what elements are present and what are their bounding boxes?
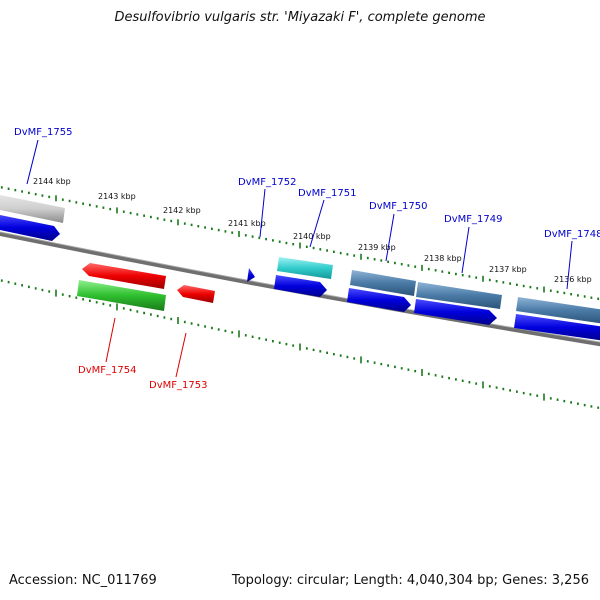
gene-label[interactable]: DvMF_1748: [544, 229, 600, 240]
cds-arrow-reverse[interactable]: [82, 263, 166, 289]
gene-block-grey[interactable]: [0, 194, 65, 223]
cds-arrow[interactable]: [514, 314, 600, 341]
cds-arrow[interactable]: [414, 299, 497, 325]
gene-label[interactable]: DvMF_1755: [14, 127, 72, 138]
outer-tick-row: [0, 186, 600, 300]
gene-block-steel[interactable]: [516, 297, 600, 324]
label-leader-line: [566, 240, 573, 290]
inner-tick-row: [0, 279, 600, 409]
label-leader-line: [175, 332, 187, 378]
kbp-label: 2143 kbp: [98, 192, 136, 201]
gene-label[interactable]: DvMF_1754: [78, 365, 136, 376]
label-leader-line: [26, 139, 39, 185]
genome-title: Desulfovibrio vulgaris str. 'Miyazaki F'…: [114, 10, 486, 25]
gene-label[interactable]: DvMF_1749: [444, 214, 502, 225]
gene-label[interactable]: DvMF_1752: [238, 177, 296, 188]
kbp-label: 2141 kbp: [228, 219, 266, 228]
kbp-label: 2144 kbp: [33, 177, 71, 186]
kbp-label: 2140 kbp: [293, 232, 331, 241]
label-leader-line: [105, 317, 116, 363]
gene-block-steel[interactable]: [416, 282, 502, 309]
kbp-label: 2142 kbp: [163, 206, 201, 215]
gene-block-steel[interactable]: [350, 270, 416, 296]
cds-arrow-small[interactable]: [247, 268, 255, 282]
kbp-label: 2136 kbp: [554, 275, 592, 284]
cds-arrow-reverse[interactable]: [177, 285, 215, 303]
label-leader-line: [385, 213, 395, 262]
gene-label[interactable]: DvMF_1751: [298, 188, 356, 199]
label-leader-line: [259, 188, 266, 238]
cds-arrow[interactable]: [274, 275, 327, 297]
gene-label[interactable]: DvMF_1750: [369, 201, 427, 212]
kbp-label: 2137 kbp: [489, 265, 527, 274]
gene-block-cyan[interactable]: [277, 257, 333, 279]
gene-block-green[interactable]: [77, 280, 166, 311]
kbp-label: 2139 kbp: [358, 243, 396, 252]
cds-arrow[interactable]: [347, 288, 411, 312]
cds-arrow[interactable]: [0, 214, 60, 241]
genome-summary-text: Topology: circular; Length: 4,040,304 bp…: [231, 573, 589, 588]
label-leader-line: [461, 226, 470, 274]
accession-text: Accession: NC_011769: [9, 573, 157, 588]
kbp-label: 2138 kbp: [424, 254, 462, 263]
label-leader-line: [309, 199, 325, 248]
gene-label[interactable]: DvMF_1753: [149, 380, 207, 391]
